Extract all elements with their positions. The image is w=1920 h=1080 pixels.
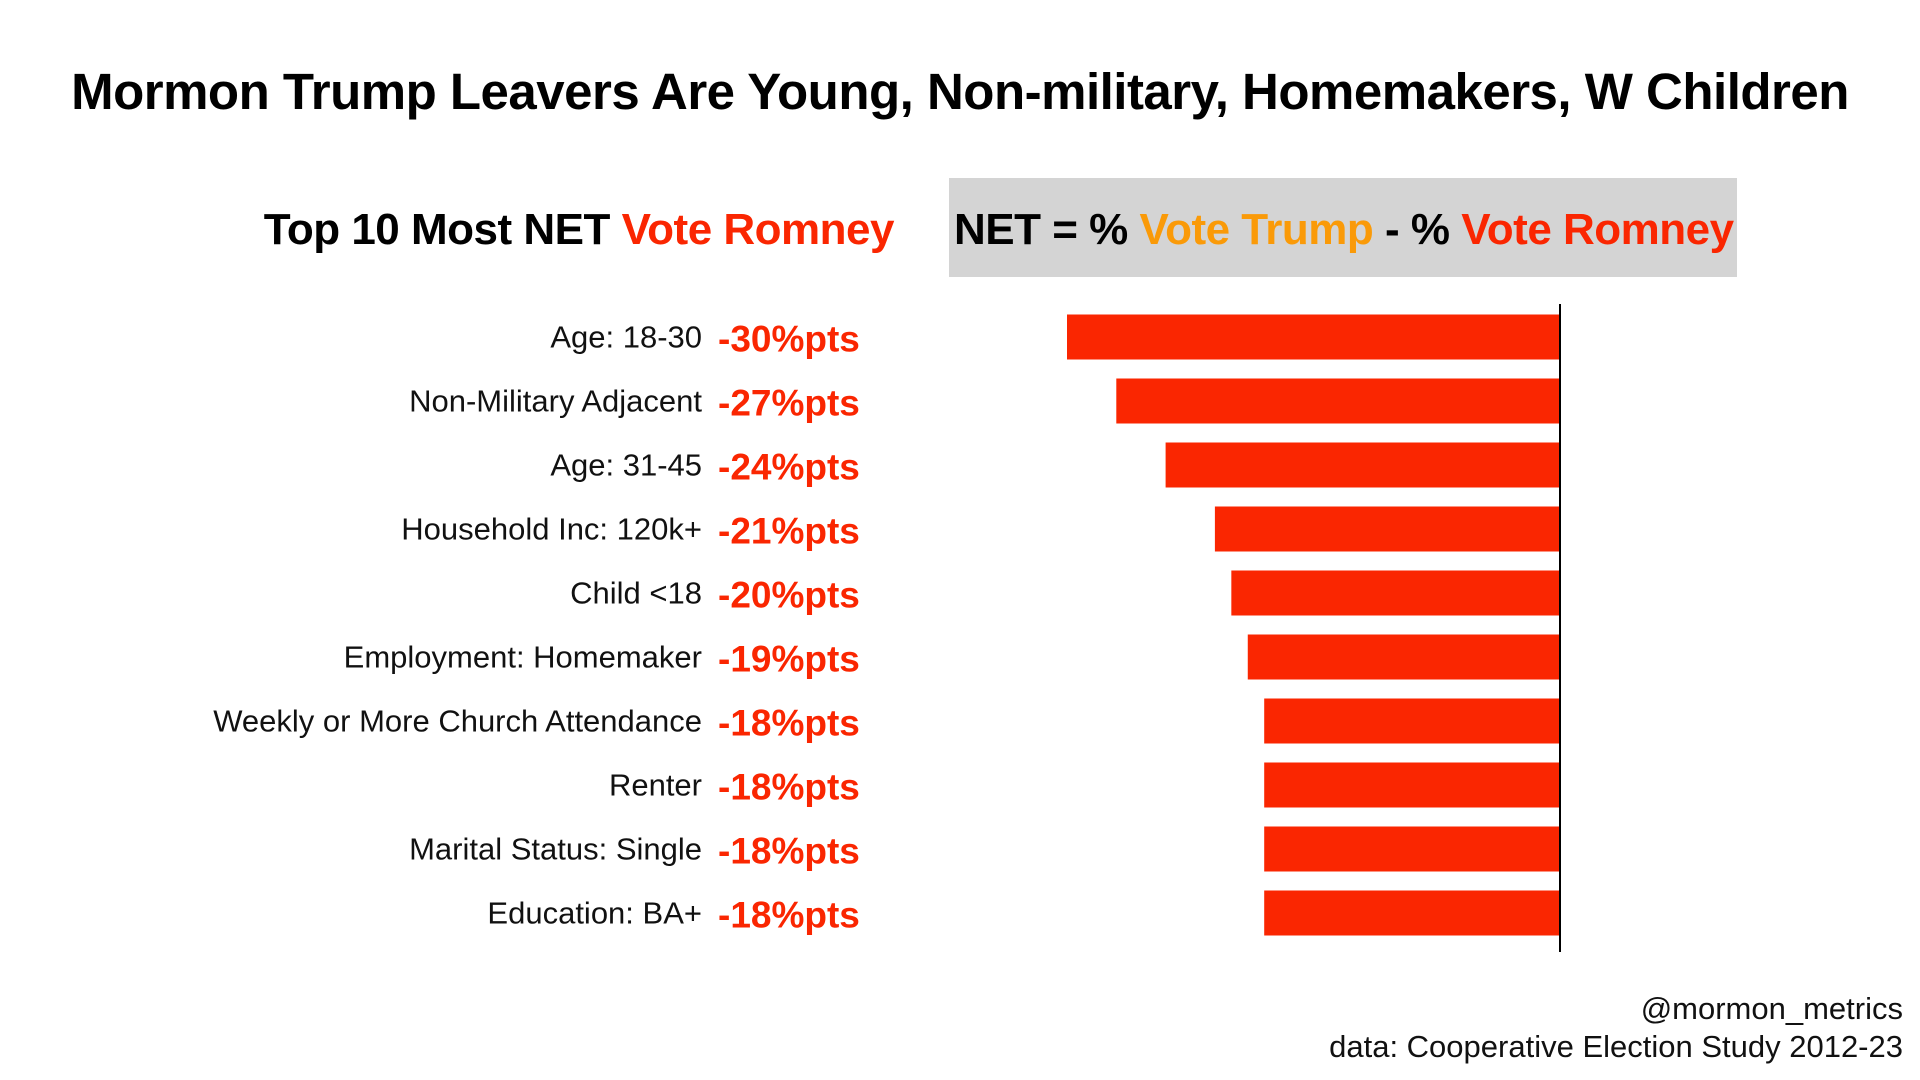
data-source: data: Cooperative Election Study 2012-23 (1329, 1029, 1903, 1064)
author-handle: @mormon_metrics (1640, 991, 1903, 1026)
subtitle-prefix: Top 10 Most NET (263, 205, 622, 254)
bar (1214, 506, 1560, 552)
chart-title: Mormon Trump Leavers Are Young, Non-mili… (71, 63, 1849, 120)
value-label: -20%pts (718, 575, 860, 616)
category-label: Age: 18-30 (550, 320, 702, 355)
formula-trump: Vote Trump (1139, 205, 1374, 254)
category-label: Employment: Homemaker (344, 640, 702, 675)
value-label: -18%pts (718, 831, 860, 872)
bar (1264, 762, 1560, 808)
bar (1264, 698, 1560, 744)
bar (1231, 570, 1560, 616)
category-label: Marital Status: Single (409, 832, 702, 867)
value-label: -30%pts (718, 319, 860, 360)
subtitle-highlight: Vote Romney (621, 205, 895, 254)
category-label: Child <18 (570, 576, 702, 611)
value-label: -24%pts (718, 447, 860, 488)
category-label: Education: BA+ (487, 896, 702, 931)
value-label: -19%pts (718, 639, 860, 680)
formula-romney: Vote Romney (1461, 205, 1734, 254)
chart-subtitle: Top 10 Most NET Vote Romney (263, 205, 895, 255)
category-label: Household Inc: 120k+ (401, 512, 702, 547)
bar (1264, 890, 1560, 936)
value-label: -18%pts (718, 895, 860, 936)
value-label: -18%pts (718, 767, 860, 808)
category-label: Renter (609, 768, 702, 803)
formula-middle: - % (1373, 205, 1462, 254)
category-label: Age: 31-45 (550, 448, 702, 483)
bar (1264, 826, 1560, 872)
bar (1247, 634, 1560, 680)
value-label: -18%pts (718, 703, 860, 744)
bar (1067, 314, 1560, 360)
bar (1116, 378, 1560, 424)
bar (1165, 442, 1560, 488)
value-label: -21%pts (718, 511, 860, 552)
category-label: Non-Military Adjacent (409, 384, 702, 419)
net-formula: NET = % Vote Trump - % Vote Romney (954, 205, 1734, 255)
formula-prefix: NET = % (954, 205, 1140, 254)
category-label: Weekly or More Church Attendance (213, 704, 702, 739)
credit-block: @mormon_metrics data: Cooperative Electi… (1329, 990, 1903, 1066)
net-formula-box (949, 178, 1737, 277)
value-label: -27%pts (718, 383, 860, 424)
